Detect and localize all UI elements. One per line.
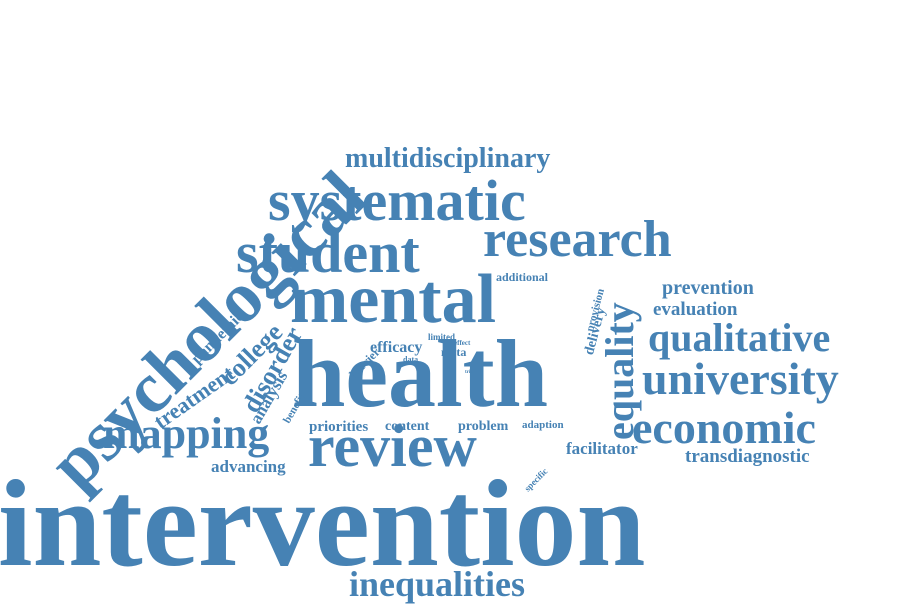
word-university: university [642,353,839,404]
word-prevention: prevention [662,277,754,299]
word-risk: risk [444,366,453,371]
word-health: health [292,320,549,427]
word-research: research [483,211,672,268]
word-student: student [236,220,420,285]
word-intervention: intervention [0,455,646,592]
word-additional: additional [496,270,549,284]
word-efficacy: efficacy [370,339,423,356]
word-economic: economic [632,402,816,453]
word-meta: meta [441,345,467,359]
word-inequalities: inequalities [349,564,526,604]
word-limited: limited [428,332,455,342]
word-qualitative: qualitative [648,315,831,360]
word-effect: effect [454,339,471,347]
word-mapping: mapping [103,409,270,458]
word-data: data [403,355,419,364]
word-content: content [385,419,430,434]
word-advancing: advancing [211,457,286,476]
word-transdiagnostic: transdiagnostic [685,446,810,467]
word-facilitator: facilitator [566,439,638,458]
word-equality: equality [597,302,642,440]
word-mental: mental [290,261,497,338]
word-adaption: adaption [522,419,564,431]
word-review: review [308,413,477,479]
word-priorities: priorities [309,419,369,435]
word-systematic: systematic [268,168,526,233]
word-multidisciplinary: multidisciplinary [345,143,551,174]
word-problem: problem [458,419,509,434]
word-evaluation: evaluation [653,299,738,320]
word-trial: trial [465,370,475,375]
